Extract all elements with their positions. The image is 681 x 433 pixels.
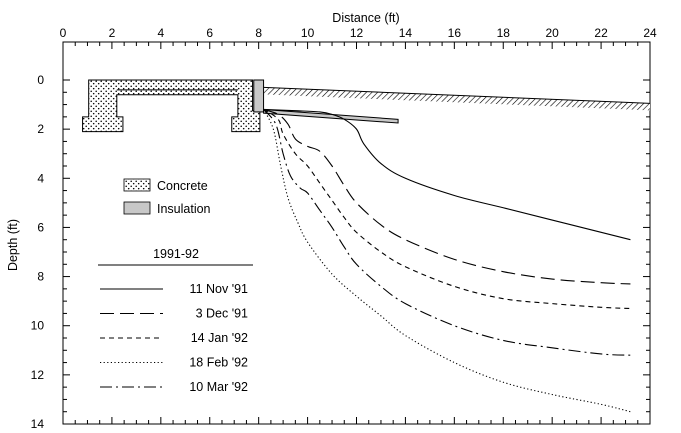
series-line-0 — [263, 108, 631, 241]
legend-label-3: 18 Feb '92 — [189, 356, 248, 370]
x-tick-label: 16 — [448, 26, 462, 40]
legend-label-2: 14 Jan '92 — [191, 331, 248, 345]
wall-insulation — [253, 79, 265, 113]
series-legend: 1991-92 11 Nov '91 3 Dec '91 14 Jan '92 18 … — [98, 247, 253, 394]
legend-label-0: 11 Nov '91 — [190, 282, 248, 296]
x-tick-label: 20 — [545, 26, 559, 40]
y-tick-label: 10 — [31, 319, 45, 333]
y-tick-label: 8 — [37, 270, 44, 284]
series-line-2 — [263, 109, 631, 310]
x-tick-label: 0 — [60, 26, 67, 40]
y-tick-label: 2 — [37, 122, 44, 136]
series-lines — [263, 108, 631, 413]
x-tick-label: 8 — [255, 26, 262, 40]
x-tick-label: 6 — [206, 26, 213, 40]
series-line-4 — [263, 109, 631, 356]
x-tick-label: 22 — [594, 26, 608, 40]
insulation-swatch — [123, 201, 151, 215]
x-tick-label: 14 — [399, 26, 413, 40]
insulation-strip — [263, 108, 399, 124]
ground-surface-hatch — [263, 87, 650, 111]
x-tick-label: 24 — [643, 26, 657, 40]
ground-surface-line — [263, 86, 651, 104]
series-line-3 — [263, 109, 631, 413]
x-tick-label: 12 — [350, 26, 364, 40]
x-tick-label: 2 — [109, 26, 116, 40]
concrete-legend-label: Concrete — [157, 179, 208, 193]
y-axis-title: Depth (ft) — [6, 219, 20, 271]
x-axis-title: Distance (ft) — [332, 11, 399, 25]
y-tick-label: 4 — [37, 171, 44, 185]
foundation-structure — [82, 79, 651, 133]
y-tick-label: 0 — [37, 73, 44, 87]
concrete-swatch — [123, 178, 151, 192]
x-tick-label: 18 — [497, 26, 511, 40]
x-tick-label: 10 — [301, 26, 315, 40]
y-tick-label: 14 — [31, 417, 45, 431]
y-tick-label: 6 — [37, 220, 44, 234]
legend-title: 1991-92 — [153, 247, 199, 261]
material-legend: Concrete Insulation — [123, 178, 211, 216]
x-tick-label: 4 — [157, 26, 164, 40]
y-tick-label: 12 — [31, 368, 45, 382]
legend-label-4: 10 Mar '92 — [189, 380, 248, 394]
insulation-legend-label: Insulation — [157, 202, 211, 216]
concrete-foundation — [82, 79, 261, 133]
legend-label-1: 3 Dec '91 — [196, 307, 248, 321]
series-line-1 — [263, 108, 631, 285]
